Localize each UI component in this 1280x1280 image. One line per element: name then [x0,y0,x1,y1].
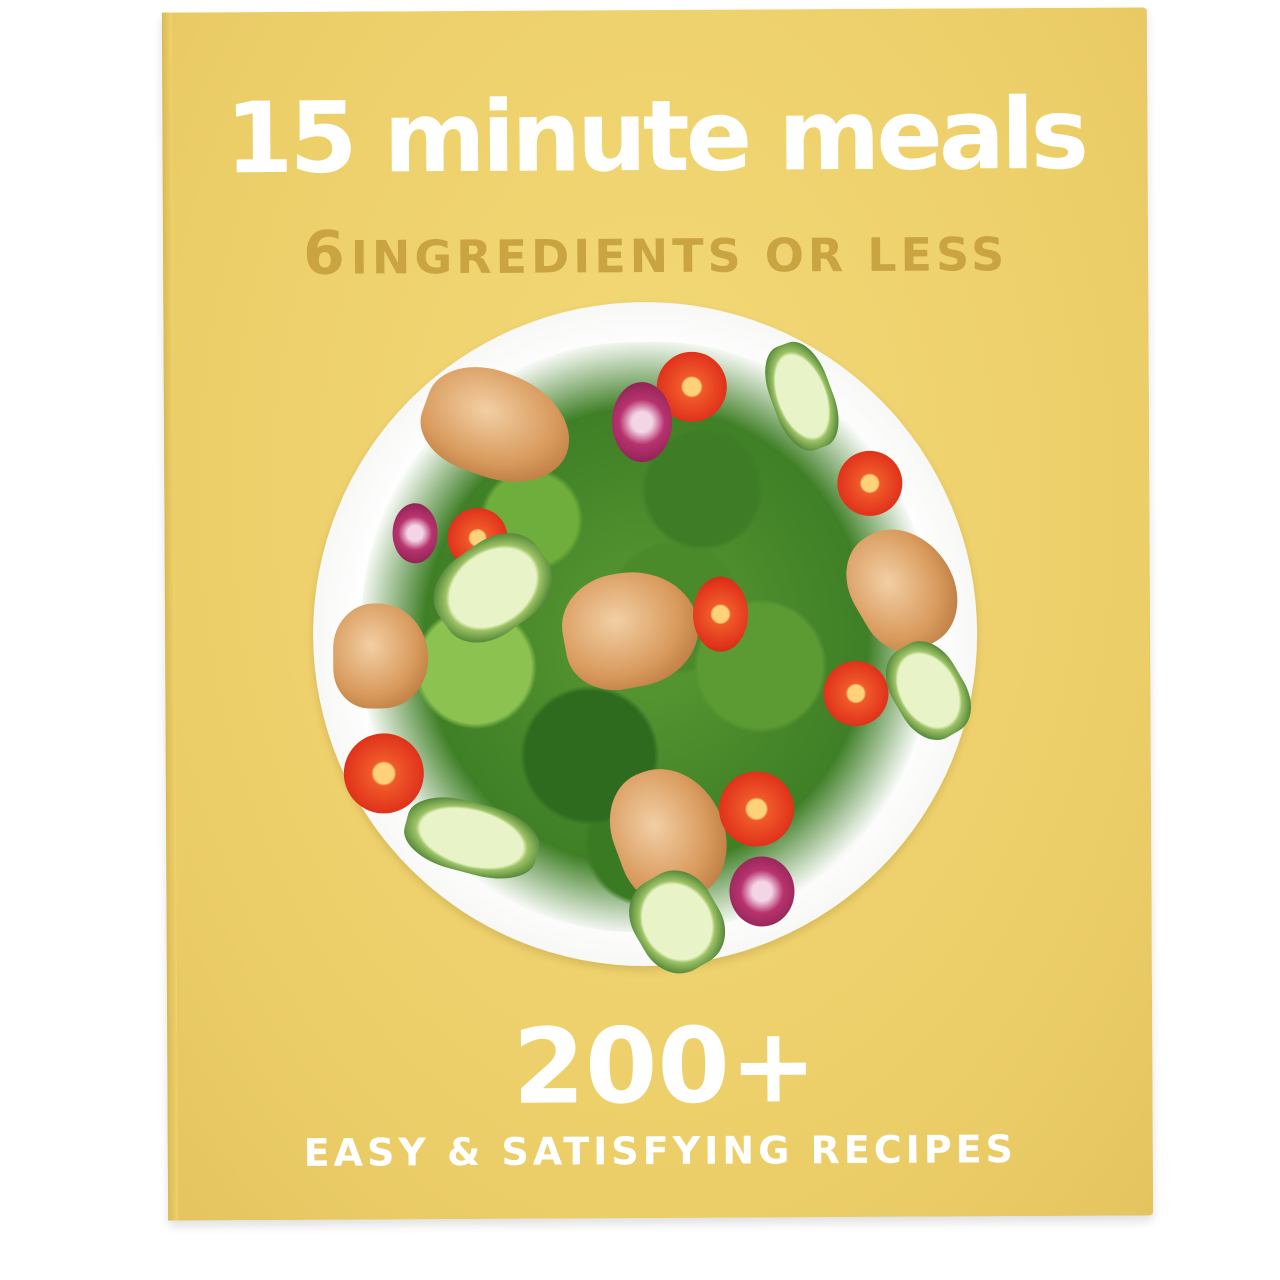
cherry-tomato [692,576,749,652]
radicchio-leaf [392,503,438,564]
subtitle-number: 6 [302,218,345,289]
radicchio-leaf [729,856,795,927]
recipe-count: 200+ [512,1004,818,1128]
book-subtitle: 6 INGREDIENTS OR LESS [163,219,1148,289]
book-title: 15 minute meals [224,77,1086,197]
subtitle-text: INGREDIENTS OR LESS [350,227,1009,285]
salad-plate-image [311,300,984,987]
cherry-tomato [823,660,889,727]
book-cover: 15 minute meals 6 INGREDIENTS OR LESS 200… [161,7,1154,1221]
cherry-tomato [343,733,425,814]
cherry-tomato [837,450,903,517]
book-tagline: EASY & SATISFYING RECIPES [303,1127,1018,1175]
radicchio-leaf [611,381,673,463]
cherry-tomato [718,771,795,847]
